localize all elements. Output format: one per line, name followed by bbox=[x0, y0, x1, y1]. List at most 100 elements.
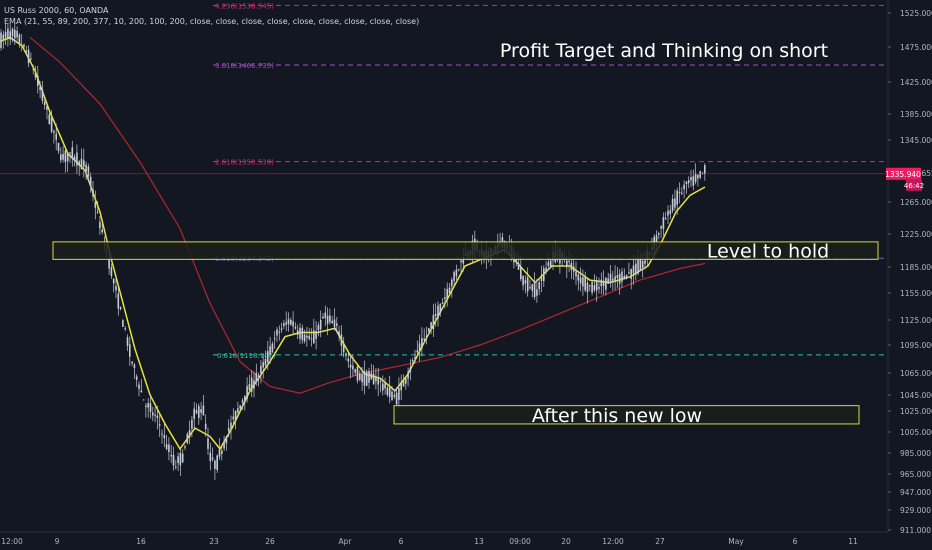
candle-body bbox=[55, 133, 57, 140]
candle-body bbox=[0, 32, 2, 49]
candle-body bbox=[398, 387, 400, 400]
candle-body bbox=[430, 322, 432, 328]
candle-body bbox=[184, 446, 186, 448]
candle-body bbox=[290, 319, 292, 325]
x-tick-label: 6 bbox=[793, 537, 798, 546]
x-tick-label: 12:00 bbox=[602, 537, 624, 546]
candle-body bbox=[142, 399, 145, 401]
candle-body bbox=[165, 444, 168, 450]
candle-body bbox=[345, 353, 347, 357]
candle-body bbox=[271, 343, 274, 353]
candle-body bbox=[294, 327, 297, 329]
candle-body bbox=[319, 319, 322, 330]
y-tick-label: 1385.000 bbox=[900, 110, 932, 119]
candle-body bbox=[520, 266, 522, 280]
y-tick-label: 1345.000 bbox=[900, 136, 932, 145]
candle-body bbox=[382, 383, 384, 391]
y-tick-label: 1425.000 bbox=[900, 78, 932, 87]
candle-body bbox=[531, 284, 534, 291]
candle-body bbox=[377, 378, 379, 385]
candle-body bbox=[110, 267, 113, 277]
ema-slow-line bbox=[29, 36, 706, 394]
current-price-label: 1335.940 bbox=[885, 170, 921, 179]
level-to-hold-label: Level to hold bbox=[707, 241, 829, 263]
candle-body bbox=[342, 343, 345, 353]
candle-body bbox=[676, 190, 678, 205]
candle-body bbox=[379, 381, 382, 383]
y-tick-label: 929.000 bbox=[900, 506, 931, 515]
annotation-texts: Profit Target and Thinking on short bbox=[500, 40, 828, 62]
candle-body bbox=[421, 338, 423, 349]
candle-body bbox=[593, 285, 596, 291]
x-tick-label: May bbox=[728, 537, 744, 546]
chart-legend: US Russ 2000, 60, OANDA EMA (21, 55, 89,… bbox=[4, 5, 419, 27]
fib-level-label: 2.618(1350.539) bbox=[215, 159, 274, 167]
candle-body bbox=[448, 287, 451, 294]
candle-body bbox=[76, 152, 78, 166]
level-to-hold-zone[interactable] bbox=[52, 241, 879, 260]
annotation-zones[interactable]: Level to hold After this new low bbox=[52, 241, 879, 427]
candle-body bbox=[664, 218, 667, 220]
candle-body bbox=[18, 34, 21, 45]
countdown-tag bbox=[906, 179, 922, 191]
candle-body bbox=[641, 261, 644, 268]
y-tick-label: 1125.000 bbox=[900, 316, 932, 325]
candle-body bbox=[9, 31, 11, 40]
fib-level-label: 4.236(1538.545) bbox=[215, 2, 274, 10]
candle-body bbox=[87, 166, 90, 177]
ema-fast-line bbox=[0, 36, 706, 451]
candle-body bbox=[60, 154, 62, 161]
candle-body bbox=[317, 325, 320, 331]
candle-body bbox=[96, 211, 99, 213]
y-tick-label: 985.000 bbox=[900, 449, 931, 458]
candle-body bbox=[347, 358, 350, 362]
candle-body bbox=[595, 281, 598, 291]
candle-body bbox=[276, 329, 278, 336]
candle-body bbox=[352, 365, 354, 370]
candle-body bbox=[669, 210, 672, 215]
candle-body bbox=[239, 405, 241, 409]
candle-body bbox=[655, 235, 658, 242]
candle-body bbox=[46, 105, 48, 110]
candle-body bbox=[179, 452, 182, 466]
candle-body bbox=[322, 316, 324, 319]
candle-body bbox=[154, 414, 156, 416]
candle-body bbox=[405, 378, 407, 384]
after-new-low-zone[interactable] bbox=[393, 405, 860, 425]
x-tick-label: 26 bbox=[265, 537, 275, 546]
candle-body bbox=[66, 152, 69, 162]
x-tick-label: 16 bbox=[136, 537, 146, 546]
candle-body bbox=[172, 454, 175, 466]
candle-body bbox=[570, 262, 573, 271]
candle-body bbox=[667, 210, 669, 216]
candle-body bbox=[414, 356, 416, 359]
symbol-line: US Russ 2000, 60, OANDA bbox=[4, 6, 109, 15]
y-tick-label: 1525.000 bbox=[900, 9, 932, 18]
candle-body bbox=[53, 131, 55, 133]
candle-body bbox=[188, 430, 191, 438]
candle-body bbox=[115, 286, 117, 291]
candle-body bbox=[264, 358, 267, 366]
candle-body bbox=[356, 366, 359, 381]
candle-body bbox=[119, 306, 122, 309]
candle-body bbox=[41, 89, 44, 101]
moving-averages bbox=[0, 36, 706, 451]
candle-body bbox=[39, 86, 41, 91]
candle-body bbox=[575, 271, 577, 277]
candle-body bbox=[453, 272, 455, 281]
candle-body bbox=[704, 165, 706, 174]
y-tick-label: 965.000 bbox=[900, 470, 931, 479]
candle-body bbox=[145, 405, 147, 407]
candle-body bbox=[260, 365, 262, 374]
candle-body bbox=[158, 424, 161, 426]
candle-body bbox=[78, 161, 80, 166]
candle-body bbox=[168, 444, 170, 452]
candle-body bbox=[368, 370, 370, 383]
candle-body bbox=[306, 335, 308, 338]
candle-body bbox=[529, 287, 531, 289]
candle-body bbox=[250, 377, 253, 392]
candle-body bbox=[241, 400, 244, 403]
candle-body bbox=[57, 142, 60, 152]
candle-body bbox=[515, 260, 517, 262]
